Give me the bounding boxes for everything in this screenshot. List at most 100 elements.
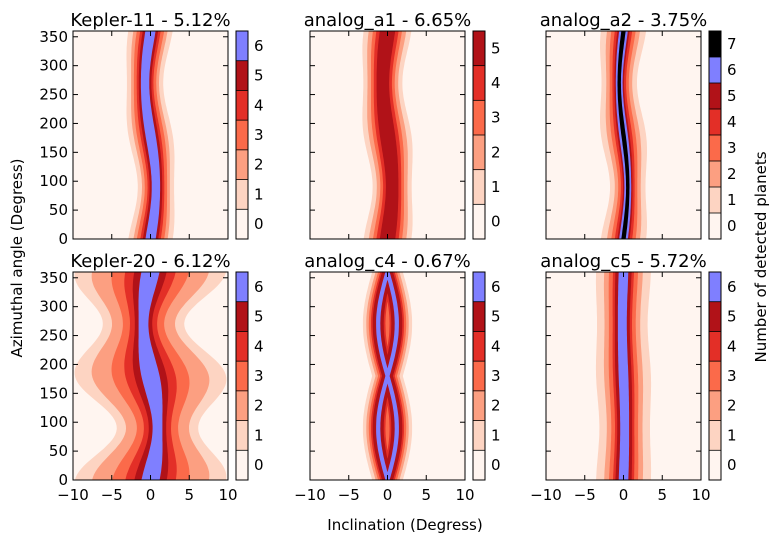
colorbar-segment	[473, 301, 485, 332]
colorbar-tick-label: 7	[727, 35, 737, 53]
colorbar-tick-label: 3	[727, 367, 737, 385]
colorbar-segment	[709, 450, 721, 480]
panel-3: analog_a2 - 3.75% 0 1 2 3 4 5 6 7	[540, 10, 737, 240]
colorbar-tick-label: 0	[491, 213, 501, 231]
colorbar-tick-label: 3	[254, 126, 264, 144]
contour-band-level-5	[376, 31, 399, 239]
x-tick-label: −5	[338, 486, 360, 504]
y-tick-label: 250	[39, 86, 68, 104]
x-tick-label: 5	[421, 486, 431, 504]
y-tick-label: 0	[58, 471, 68, 489]
colorbar-tick-label: 6	[254, 278, 264, 296]
colorbar-tick-label: 0	[254, 456, 264, 474]
colorbar-segment	[473, 135, 485, 170]
contour-band-level-6	[376, 272, 399, 480]
colorbar-segment	[709, 361, 721, 391]
colorbar-segment	[473, 331, 485, 362]
contour-bands	[362, 31, 413, 239]
contour-bands	[126, 31, 175, 239]
colorbar-segment	[709, 83, 721, 109]
x-tick-label: 10	[691, 486, 710, 504]
y-tick-label: 200	[39, 355, 68, 373]
y-tick-label: 200	[39, 114, 68, 132]
y-tick-label: 150	[39, 143, 68, 161]
colorbar-tick-label: 5	[491, 308, 501, 326]
colorbar: 0 1 2 3 4 5 6	[235, 30, 264, 240]
colorbar-tick-label: 4	[254, 337, 264, 355]
colorbar-tick-label: 1	[254, 426, 264, 444]
y-tick-label: 150	[39, 384, 68, 402]
contour-band-level-6	[617, 272, 630, 480]
colorbar-tick-label: 4	[491, 74, 501, 92]
x-axis-label: Inclination (Degress)	[327, 516, 482, 534]
x-tick-label: −5	[101, 486, 123, 504]
colorbar-tick-label: 0	[727, 217, 737, 235]
colorbar-segment	[709, 420, 721, 451]
colorbar-tick-label: 0	[491, 456, 501, 474]
colorbar-tick-label: 4	[727, 337, 737, 355]
colorbar-tick-label: 6	[254, 37, 264, 55]
colorbar-tick-label: 2	[254, 397, 264, 415]
y-axis-label: Azimuthal angle (Degress)	[8, 158, 26, 357]
colorbar-segment	[473, 204, 485, 239]
panel-5: −10 −5 0 5 10 analog_c4 - 0.67% 0 1 2 3 4 5 6	[294, 251, 500, 504]
x-tick-label: 0	[383, 486, 393, 504]
y-tick-label: 250	[39, 327, 68, 345]
panel-title: Kepler-11 - 5.12%	[70, 10, 230, 31]
x-tick-label: 0	[619, 486, 629, 504]
colorbar-tick-label: 1	[491, 426, 501, 444]
colorbar-segment	[236, 301, 248, 332]
y-tick-label: 0	[58, 230, 68, 248]
contour-bands	[595, 272, 652, 480]
colorbar-tick-label: 5	[491, 39, 501, 57]
colorbar-segment	[473, 361, 485, 391]
contour-bands	[74, 272, 227, 480]
panel-title: analog_a1 - 6.65%	[304, 10, 472, 31]
colorbar-frame	[472, 30, 486, 240]
colorbar: 0 1 2 3 4 5	[472, 30, 501, 240]
colorbar-tick-label: 1	[254, 185, 264, 203]
colorbar-segment	[236, 31, 248, 61]
colorbar-segment	[709, 331, 721, 362]
colorbar-segment	[236, 90, 248, 121]
colorbar-tick-label: 6	[727, 61, 737, 79]
colorbar-tick-label: 3	[727, 139, 737, 157]
colorbar-segment	[236, 420, 248, 451]
colorbar-segment	[473, 31, 485, 66]
colorbar-tick-label: 1	[727, 191, 737, 209]
x-tick-label: −10	[294, 486, 326, 504]
colorbar-segment	[709, 301, 721, 332]
colorbar-label: Number of detected planets	[752, 151, 770, 362]
y-tick-label: 50	[49, 442, 68, 460]
x-tick-label: 5	[657, 486, 667, 504]
colorbar-tick-label: 5	[727, 308, 737, 326]
colorbar-tick-label: 6	[727, 278, 737, 296]
colorbar-segment	[473, 272, 485, 302]
colorbar-tick-label: 2	[254, 156, 264, 174]
colorbar-segment	[236, 272, 248, 302]
colorbar-segment	[473, 65, 485, 101]
y-tick-label: 100	[39, 172, 68, 190]
colorbar-segment	[709, 31, 721, 57]
contour-band-level-7	[617, 31, 630, 239]
contour-band-level-6	[138, 272, 163, 480]
colorbar-segment	[473, 169, 485, 205]
colorbar-frame	[708, 30, 722, 240]
panel-title: analog_a2 - 3.75%	[540, 10, 708, 31]
contour-bands	[600, 31, 647, 239]
colorbar-segment	[473, 100, 485, 135]
colorbar-tick-label: 3	[254, 367, 264, 385]
x-tick-label: −10	[530, 486, 562, 504]
colorbar-frame	[235, 30, 249, 240]
colorbar-segment	[473, 420, 485, 451]
colorbar: 0 1 2 3 4 5 6	[472, 271, 501, 481]
colorbar-segment	[709, 135, 721, 161]
colorbar-tick-label: 2	[491, 143, 501, 161]
colorbar-segment	[236, 331, 248, 362]
colorbar-tick-label: 4	[254, 96, 264, 114]
x-tick-label: −10	[57, 486, 89, 504]
colorbar-tick-label: 2	[727, 397, 737, 415]
colorbar-segment	[709, 161, 721, 187]
